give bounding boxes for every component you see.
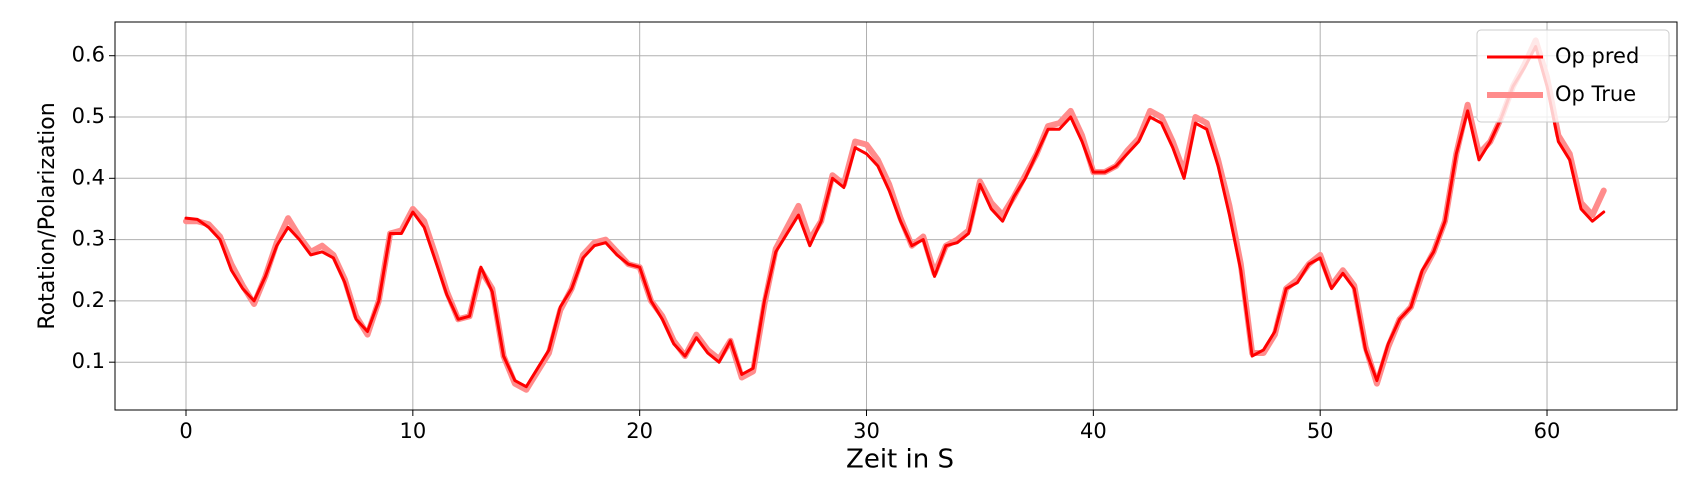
y-tick-label: 0.5 [72,104,105,128]
legend-label: Op pred [1555,44,1639,68]
x-tick-label: 60 [1534,419,1561,443]
y-tick-label: 0.3 [72,227,105,251]
plot-frame [114,21,1678,411]
x-tick-label: 40 [1080,419,1107,443]
y-tick-label: 0.2 [72,288,105,312]
legend-label: Op True [1555,82,1636,106]
x-tick-label: 50 [1307,419,1334,443]
x-tick-label: 0 [179,419,192,443]
x-tick-label: 10 [399,419,426,443]
x-tick-label: 20 [626,419,653,443]
line-series [184,45,1606,389]
y-axis-label: Rotation/Polarization [35,102,60,329]
y-tick-label: 0.4 [72,165,105,189]
legend-box [1476,29,1670,123]
y-tick-label: 0.6 [72,43,105,67]
y-tick-label: 0.1 [72,349,105,373]
x-axis-label: Zeit in S [846,445,954,475]
x-tick-label: 30 [853,419,880,443]
